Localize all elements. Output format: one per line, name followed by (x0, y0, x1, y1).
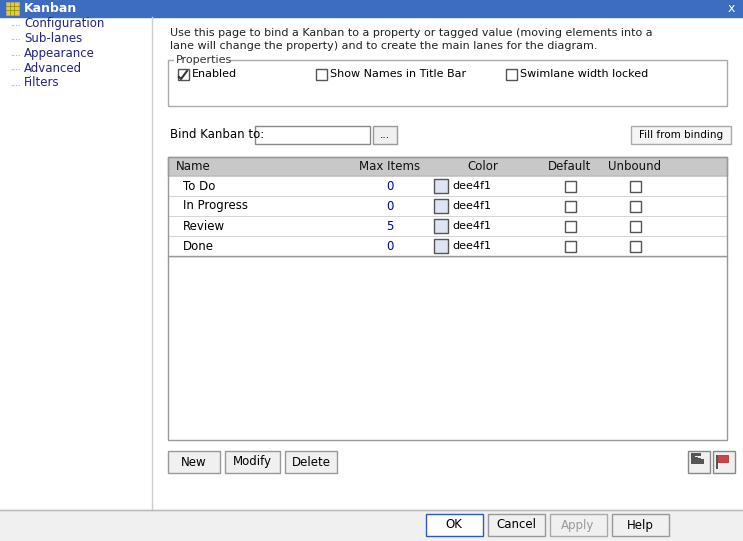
Text: 0: 0 (386, 200, 394, 213)
Bar (612, 514, 669, 536)
Text: ....: .... (10, 49, 21, 57)
Text: ....: .... (10, 78, 21, 88)
Bar (434, 239, 448, 253)
Text: Name: Name (176, 160, 211, 173)
Text: Filters: Filters (24, 76, 59, 89)
Text: Color: Color (467, 160, 499, 173)
Text: Properties: Properties (176, 55, 233, 65)
Bar (565, 221, 576, 232)
Bar (630, 181, 641, 192)
Text: To Do: To Do (183, 180, 215, 193)
Bar (0, 510, 743, 541)
Bar (691, 455, 695, 464)
Text: New: New (181, 456, 207, 469)
Text: 0: 0 (386, 180, 394, 193)
Bar (565, 201, 576, 212)
Text: dee4f1: dee4f1 (452, 221, 491, 231)
Bar (550, 514, 607, 536)
Text: Use this page to bind a Kanban to a property or tagged value (moving elements in: Use this page to bind a Kanban to a prop… (170, 28, 652, 38)
Bar (168, 157, 727, 176)
Text: dee4f1: dee4f1 (452, 181, 491, 191)
Text: Done: Done (183, 240, 214, 253)
Bar (178, 69, 189, 80)
Bar (701, 459, 704, 464)
Bar (565, 241, 576, 252)
Text: 5: 5 (386, 220, 394, 233)
Bar (713, 451, 735, 473)
Bar (565, 181, 576, 192)
Text: Default: Default (548, 160, 591, 173)
Text: Delete: Delete (291, 456, 331, 469)
Bar (225, 451, 280, 473)
Bar (630, 201, 641, 212)
Bar (630, 221, 641, 232)
Text: Show Names in Title Bar: Show Names in Title Bar (330, 69, 466, 79)
Bar (373, 126, 397, 144)
Bar (255, 126, 370, 144)
Text: lane will change the property) and to create the main lanes for the diagram.: lane will change the property) and to cr… (170, 41, 597, 51)
Text: In Progress: In Progress (183, 200, 248, 213)
Bar (174, 55, 230, 65)
Bar (0, 0, 743, 17)
Text: 0: 0 (386, 240, 394, 253)
Text: x: x (727, 2, 735, 15)
Bar (488, 514, 545, 536)
Bar (168, 176, 727, 196)
Text: Configuration: Configuration (24, 16, 104, 30)
Bar (695, 457, 698, 464)
Bar (688, 451, 710, 473)
Bar (434, 199, 448, 213)
Bar (168, 451, 220, 473)
Text: Sub-lanes: Sub-lanes (24, 31, 82, 44)
Bar (152, 17, 743, 510)
Text: Modify: Modify (233, 456, 271, 469)
Text: OK: OK (446, 518, 462, 531)
Bar (168, 256, 727, 440)
Text: Max Items: Max Items (360, 160, 421, 173)
Bar (6, 2, 19, 15)
Bar (168, 236, 727, 256)
Bar (631, 126, 731, 144)
Text: Review: Review (183, 220, 225, 233)
Bar (426, 514, 483, 536)
Text: dee4f1: dee4f1 (452, 201, 491, 211)
Bar (316, 69, 327, 80)
Bar (168, 60, 727, 106)
Text: Bind Kanban to:: Bind Kanban to: (170, 129, 265, 142)
Bar (0, 17, 152, 510)
Text: ....: .... (10, 18, 21, 28)
Bar (168, 196, 727, 216)
Bar (506, 69, 517, 80)
Bar (434, 179, 448, 193)
Bar (716, 455, 718, 469)
Bar (434, 219, 448, 233)
Bar (285, 451, 337, 473)
Text: Enabled: Enabled (192, 69, 237, 79)
Text: Swimlane width locked: Swimlane width locked (520, 69, 648, 79)
Bar (698, 458, 701, 464)
Text: Advanced: Advanced (24, 62, 82, 75)
Text: ....: .... (10, 63, 21, 72)
Bar (691, 453, 701, 456)
Text: dee4f1: dee4f1 (452, 241, 491, 251)
Bar (168, 157, 727, 256)
Bar (168, 216, 727, 236)
Text: Help: Help (626, 518, 653, 531)
Text: ...: ... (380, 130, 390, 140)
Text: Apply: Apply (561, 518, 594, 531)
Text: Fill from binding: Fill from binding (639, 130, 723, 140)
Bar (718, 455, 728, 462)
Bar (630, 241, 641, 252)
Text: ....: .... (10, 34, 21, 43)
Text: Unbound: Unbound (609, 160, 661, 173)
Text: Appearance: Appearance (24, 47, 95, 60)
Text: Cancel: Cancel (496, 518, 536, 531)
Text: Kanban: Kanban (24, 2, 77, 15)
